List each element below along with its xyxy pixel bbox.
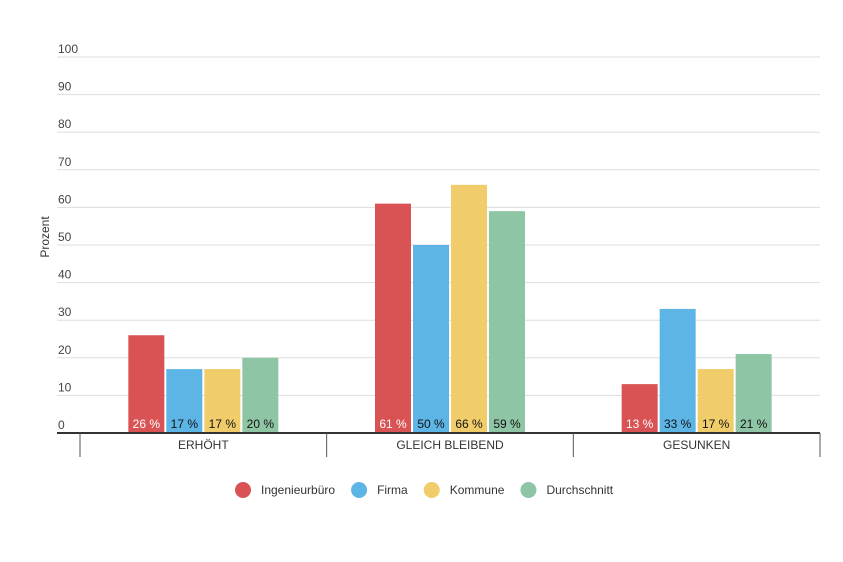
bar-value-label: 59 % bbox=[493, 417, 521, 431]
bar bbox=[451, 184, 487, 433]
legend-marker bbox=[351, 482, 368, 498]
y-tick-label: 70 bbox=[58, 155, 72, 169]
bar-value-label: 20 % bbox=[247, 417, 275, 431]
legend-label: Durchschnitt bbox=[546, 483, 613, 497]
bar bbox=[375, 203, 411, 433]
legend-label: Ingenieurbüro bbox=[261, 483, 335, 497]
x-axis: ERHÖHT GLEICH BLEIBEND GESUNKEN bbox=[57, 432, 821, 457]
bar bbox=[204, 369, 241, 433]
bar bbox=[697, 369, 734, 433]
bar bbox=[128, 335, 165, 433]
y-axis-label: Prozent bbox=[38, 216, 52, 258]
bar-value-label: 13 % bbox=[626, 417, 654, 431]
y-tick-label: 10 bbox=[58, 380, 72, 394]
bars: 26 % 61 % 13 % 17 % 50 % 33 % 17 % 66 % 17 % 20 %… bbox=[128, 184, 772, 433]
bar bbox=[413, 245, 449, 433]
x-category-label: ERHÖHT bbox=[178, 438, 229, 452]
bar-value-label: 17 % bbox=[702, 417, 730, 431]
y-tick-label: 40 bbox=[58, 268, 72, 282]
legend-label: Kommune bbox=[450, 483, 505, 497]
bar bbox=[659, 308, 696, 433]
y-tick-label: 100 bbox=[58, 42, 78, 56]
y-tick-label: 0 bbox=[58, 418, 65, 432]
bar bbox=[489, 211, 525, 433]
bar bbox=[735, 354, 772, 433]
bar-value-label: 50 % bbox=[417, 417, 445, 431]
y-tick-label: 90 bbox=[58, 80, 72, 94]
bar-value-label: 17 % bbox=[209, 417, 237, 431]
y-tick-label: 30 bbox=[58, 305, 72, 319]
x-category-label: GLEICH BLEIBEND bbox=[396, 438, 504, 452]
bar-value-label: 26 % bbox=[133, 417, 161, 431]
bar bbox=[242, 357, 279, 433]
bar-value-label: 21 % bbox=[740, 417, 768, 431]
legend-marker bbox=[423, 482, 440, 498]
y-tick-label: 60 bbox=[58, 192, 72, 206]
y-axis-ticks: 0 10 20 30 40 50 60 70 80 90 100 bbox=[58, 42, 78, 432]
y-tick-label: 20 bbox=[58, 343, 72, 357]
bar bbox=[621, 384, 658, 433]
bar-value-label: 17 % bbox=[171, 417, 199, 431]
legend-marker bbox=[235, 482, 251, 498]
y-tick-label: 50 bbox=[58, 230, 72, 244]
legend-label: Firma bbox=[377, 483, 408, 497]
bar-value-label: 66 % bbox=[455, 417, 483, 431]
bar-value-label: 33 % bbox=[664, 417, 692, 431]
legend: Ingenieurbüro Firma Kommune Durchschnitt bbox=[235, 482, 614, 498]
bar-value-label: 61 % bbox=[379, 417, 407, 431]
legend-marker bbox=[520, 482, 537, 498]
x-category-label: GESUNKEN bbox=[663, 438, 730, 452]
y-tick-label: 80 bbox=[58, 117, 72, 131]
bar bbox=[166, 369, 203, 433]
